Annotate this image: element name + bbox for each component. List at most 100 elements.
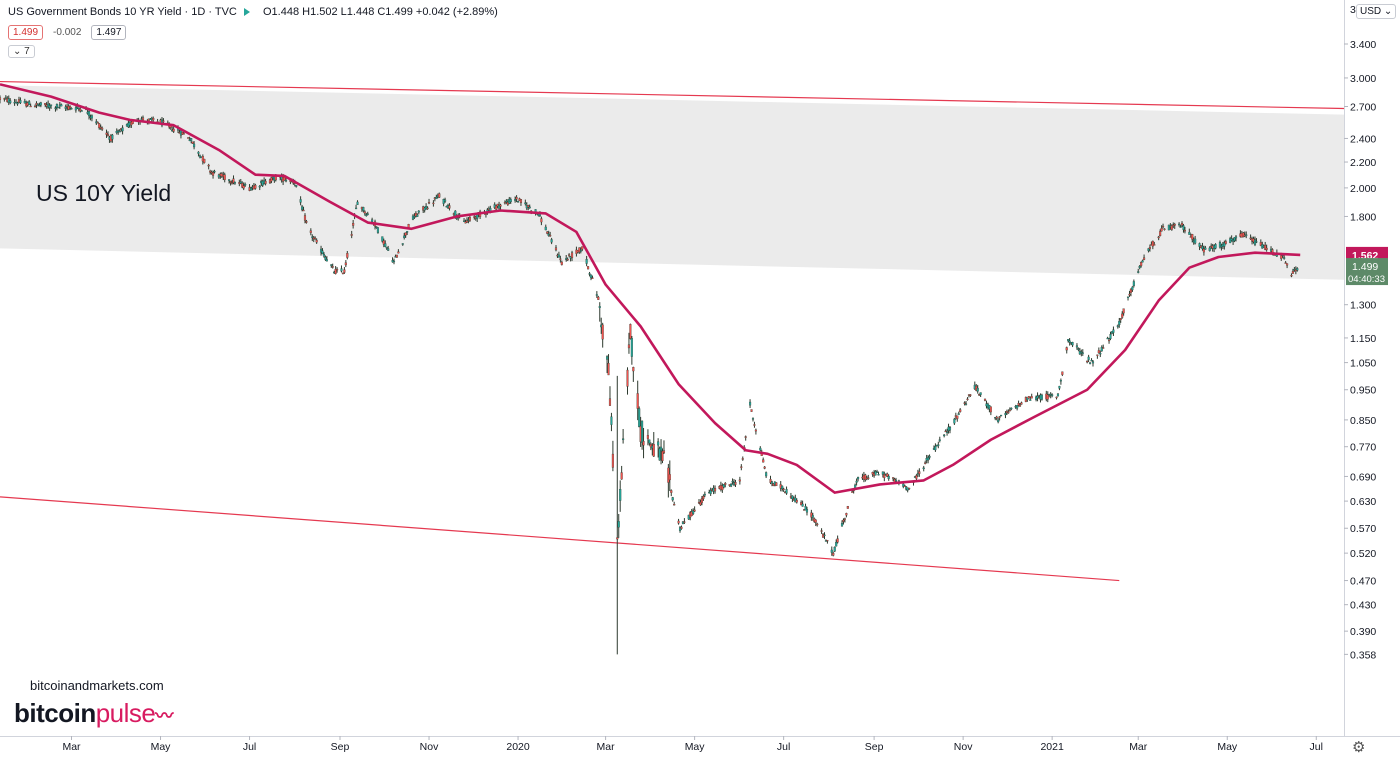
candle-body bbox=[908, 487, 911, 490]
candle-body bbox=[1140, 262, 1143, 266]
buy-badge[interactable]: 1.497 bbox=[91, 25, 127, 40]
price-tick-label-top: 3 bbox=[1350, 4, 1356, 16]
candle-body bbox=[804, 505, 807, 511]
candle-body bbox=[1286, 263, 1289, 266]
candle-body bbox=[197, 151, 200, 154]
candle-body bbox=[528, 206, 531, 209]
candle-body bbox=[1204, 247, 1207, 250]
candle-body bbox=[1004, 413, 1007, 416]
time-tick-label: Sep bbox=[865, 741, 884, 753]
gear-icon[interactable]: ⚙ bbox=[1352, 739, 1366, 756]
candle-body bbox=[570, 252, 574, 259]
candle-body bbox=[376, 227, 380, 233]
candle-body bbox=[1061, 371, 1064, 375]
candle-body bbox=[118, 131, 121, 133]
price-tick-label: 3.000 bbox=[1350, 73, 1376, 85]
candle-body bbox=[1242, 232, 1245, 237]
candle-body bbox=[207, 164, 210, 167]
candle-body bbox=[397, 251, 400, 254]
candle-body bbox=[193, 143, 196, 148]
candle-body bbox=[1026, 397, 1029, 401]
candle-body bbox=[1068, 340, 1071, 343]
candle-body bbox=[830, 549, 833, 553]
candle-body bbox=[550, 239, 553, 243]
symbol-title[interactable]: US Government Bonds 10 YR Yield · 1D · T… bbox=[8, 6, 237, 18]
candle-body bbox=[1230, 238, 1233, 241]
price-tick-label: 2.700 bbox=[1350, 102, 1376, 114]
price-tick-label: 2.000 bbox=[1350, 183, 1376, 195]
candle-body bbox=[1036, 395, 1039, 399]
candle-body bbox=[892, 477, 895, 479]
candle-body bbox=[1108, 339, 1111, 342]
candle-body bbox=[918, 471, 921, 474]
candle-body bbox=[836, 538, 839, 543]
candle-body bbox=[465, 220, 469, 223]
candle-body bbox=[302, 209, 305, 212]
candle-body bbox=[1280, 255, 1283, 259]
candle-body bbox=[1121, 313, 1124, 318]
candle-body bbox=[232, 178, 235, 184]
candle-body bbox=[791, 495, 794, 499]
candle-body bbox=[957, 413, 960, 415]
candle-body bbox=[29, 105, 32, 108]
candle-body bbox=[588, 273, 591, 275]
candle-body bbox=[1131, 286, 1134, 291]
candle-body bbox=[19, 100, 22, 104]
indicator-toggle[interactable]: ⌄ 7 bbox=[8, 45, 35, 58]
candle-body bbox=[937, 444, 940, 446]
chevron-down-icon: ⌄ bbox=[13, 46, 22, 57]
candle-body bbox=[606, 356, 609, 360]
candle-body bbox=[506, 202, 509, 205]
spread-value: -0.002 bbox=[49, 26, 86, 39]
candle-body bbox=[763, 466, 766, 469]
candle-body bbox=[1151, 240, 1154, 247]
time-tick-label: May bbox=[151, 741, 172, 753]
candle-body bbox=[610, 416, 613, 425]
candle-body bbox=[1148, 247, 1151, 250]
time-tick-label: 2020 bbox=[506, 741, 530, 753]
candle-body bbox=[709, 490, 712, 494]
candle-body bbox=[229, 181, 232, 183]
candle-body bbox=[617, 521, 620, 528]
candle-body bbox=[427, 202, 431, 204]
candle-body bbox=[966, 398, 969, 401]
candle-body bbox=[724, 483, 727, 485]
candle-body bbox=[1040, 394, 1043, 400]
candle-body bbox=[744, 436, 747, 438]
candle-body bbox=[1008, 409, 1011, 412]
candle-body bbox=[64, 106, 67, 109]
candle-body bbox=[1091, 361, 1095, 364]
candle-body bbox=[846, 506, 849, 509]
quote-badges: 1.499 -0.002 1.497 bbox=[8, 25, 127, 40]
price-tick-label: 1.050 bbox=[1350, 358, 1376, 370]
logo-text-a: bitcoin bbox=[14, 698, 96, 728]
candle-body bbox=[579, 250, 582, 252]
candle-body bbox=[1046, 394, 1049, 400]
candle-body bbox=[1075, 345, 1079, 348]
candle-body bbox=[314, 238, 317, 240]
candle-body bbox=[1106, 337, 1109, 340]
candle-body bbox=[1058, 385, 1061, 389]
candle-body bbox=[15, 101, 18, 104]
candle-body bbox=[722, 484, 725, 488]
candle-body bbox=[591, 277, 594, 279]
candle-body bbox=[242, 185, 245, 189]
candle-body bbox=[384, 243, 387, 247]
candle-body bbox=[751, 418, 755, 420]
candle-body bbox=[505, 201, 508, 203]
time-tick-label: Mar bbox=[62, 741, 81, 753]
candle-body bbox=[934, 446, 937, 451]
candle-body bbox=[1116, 325, 1119, 327]
currency-selector[interactable]: USD ⌄ bbox=[1356, 4, 1397, 19]
candle-body bbox=[734, 482, 737, 485]
price-tick-label: 0.390 bbox=[1350, 626, 1376, 638]
sell-badge[interactable]: 1.499 bbox=[8, 25, 44, 40]
candle-body bbox=[1255, 241, 1258, 243]
candle-body bbox=[928, 456, 931, 458]
candle-body bbox=[498, 204, 501, 209]
candle-body bbox=[435, 196, 438, 200]
candle-body bbox=[702, 496, 705, 500]
candle-body bbox=[765, 472, 768, 477]
